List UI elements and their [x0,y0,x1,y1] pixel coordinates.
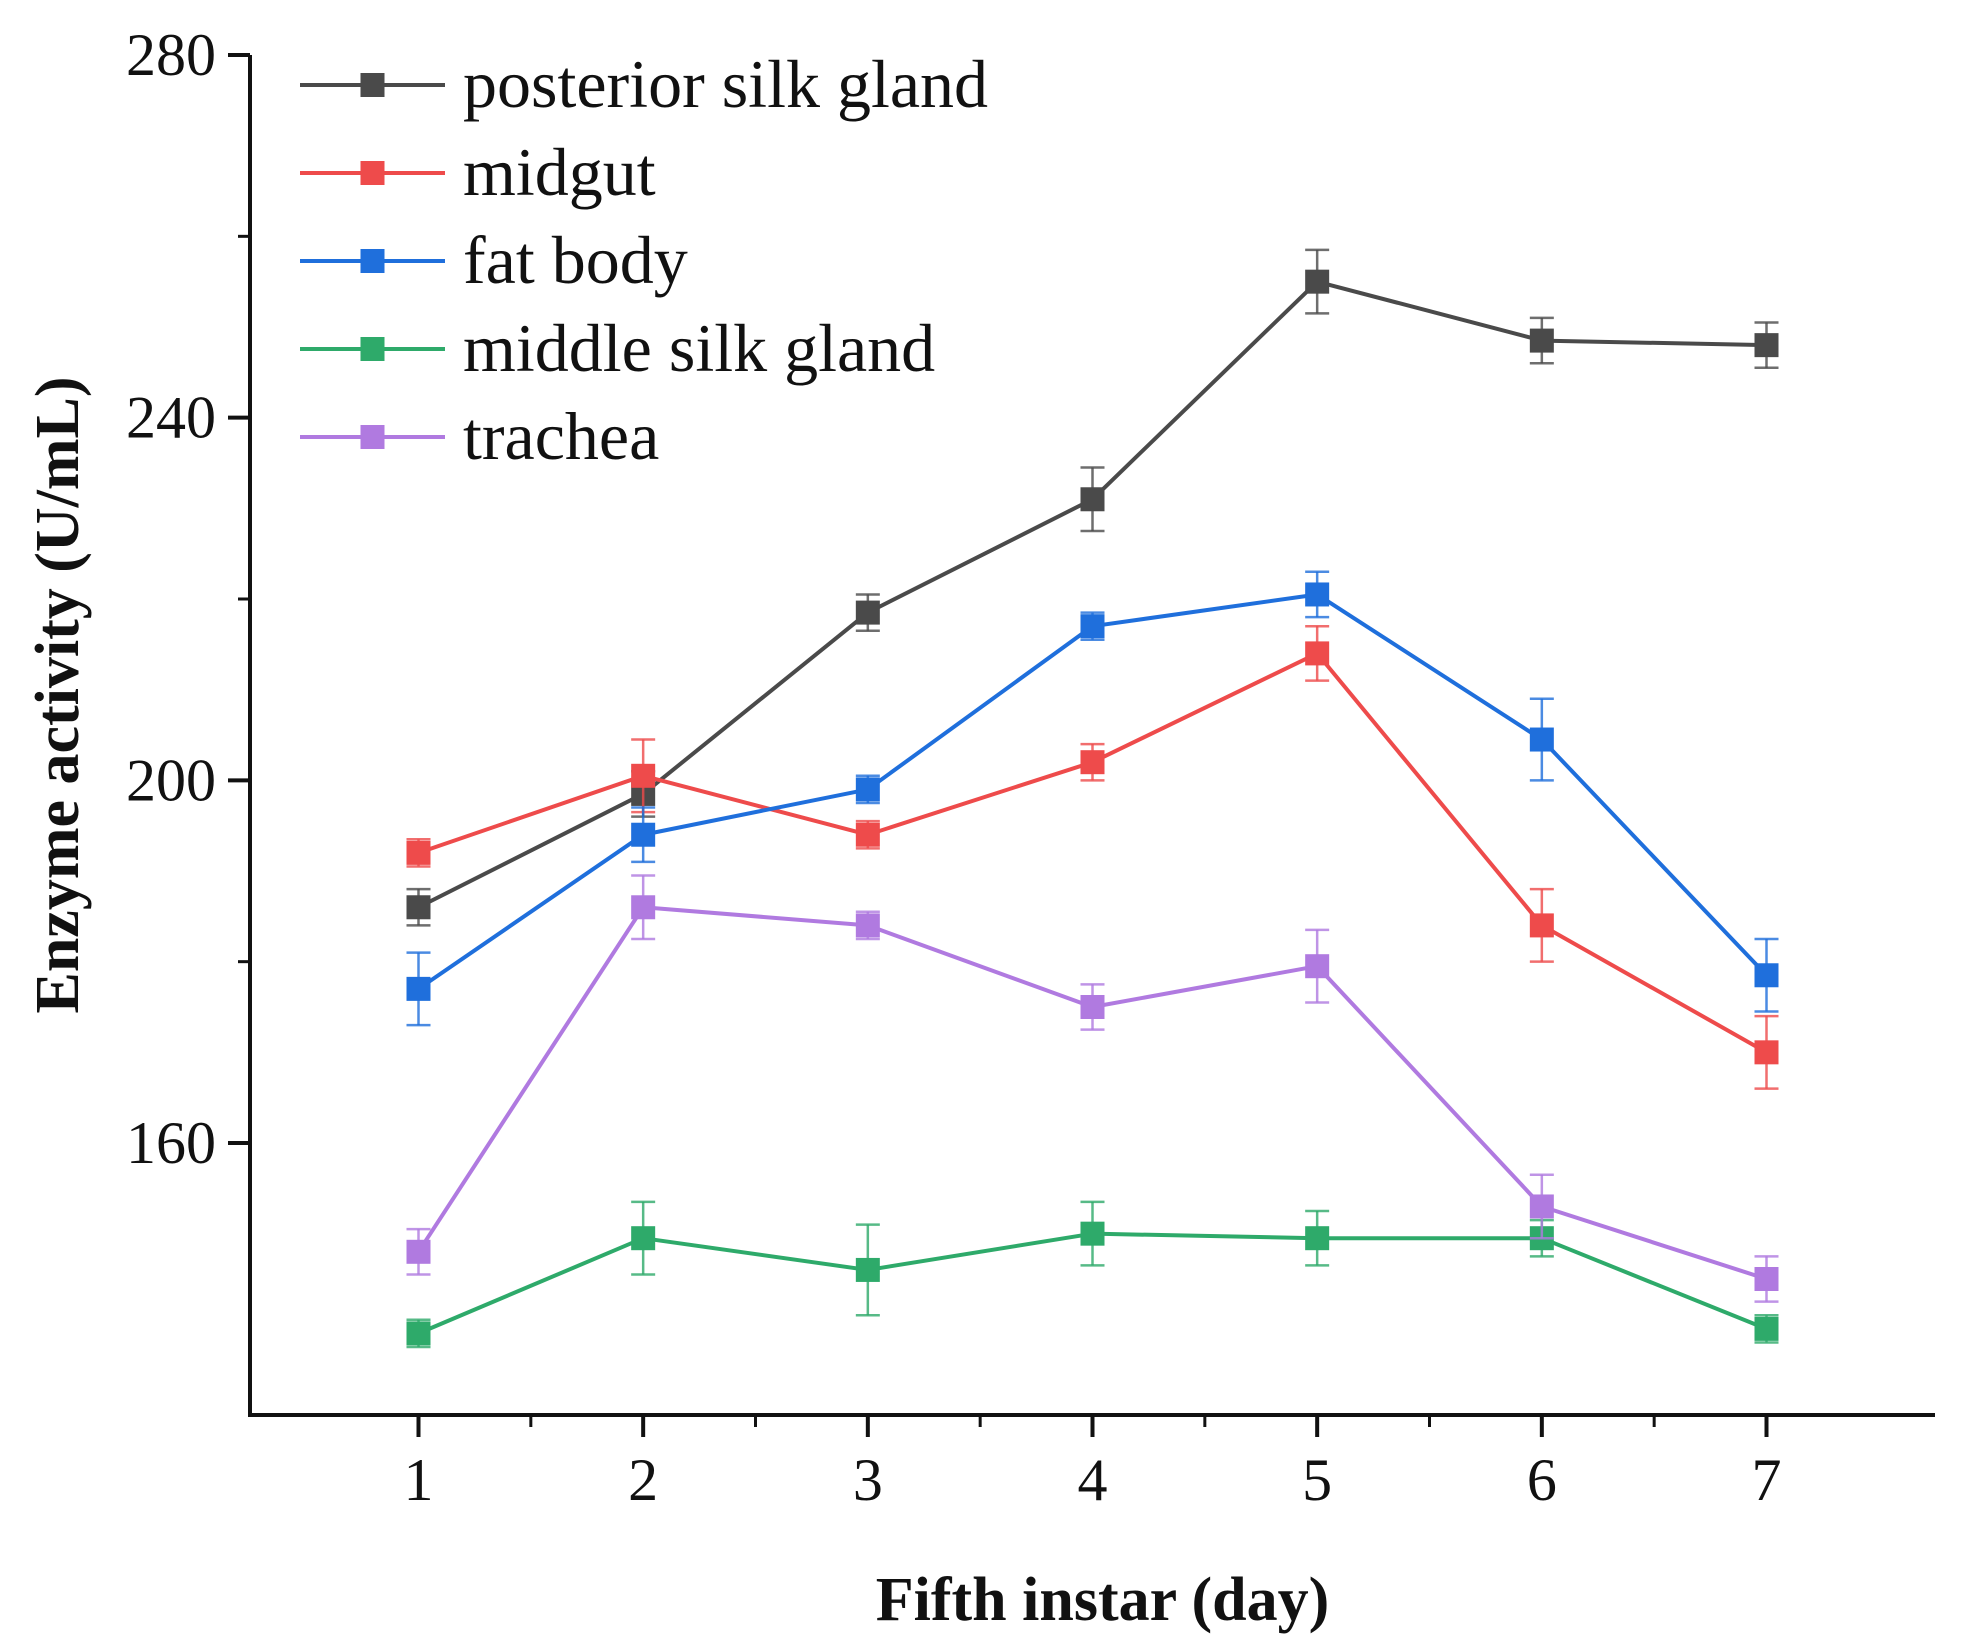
data-point [406,1239,431,1264]
data-point [631,822,656,847]
x-tick-label: 4 [1078,1447,1108,1513]
data-point [855,600,880,625]
data-point [1754,1040,1779,1065]
data-point [1080,487,1105,512]
data-point [1754,1316,1779,1341]
legend-item: midgut [300,134,656,210]
data-point [855,913,880,938]
x-tick-label: 3 [853,1447,883,1513]
data-point [1529,727,1554,752]
x-tick-label: 1 [404,1447,434,1513]
series-trachea [406,874,1779,1303]
x-tick-label: 6 [1527,1447,1557,1513]
series-middle-silk-gland [406,1200,1779,1349]
series-line [417,592,1768,991]
data-point [1305,954,1330,979]
series-fat-body [406,570,1779,1027]
data-point [406,1321,431,1346]
data-point [855,822,880,847]
data-point [406,976,431,1001]
data-point [1529,328,1554,353]
data-point [1080,1221,1105,1246]
legend-label: middle silk gland [463,310,935,386]
legend-item: trachea [300,398,659,474]
ticks: 160 200 240 280 1 2 3 4 5 6 7 [126,22,1782,1513]
data-point [1080,750,1105,775]
x-axis-title: Fifth instar (day) [876,1566,1330,1634]
data-point [1305,1226,1330,1251]
data-point [1754,963,1779,988]
data-point [855,777,880,802]
data-point [1080,614,1105,639]
legend-label: fat body [463,222,688,298]
data-point [855,1257,880,1282]
legend-marker [360,249,385,273]
y-tick-label: 160 [126,1110,216,1176]
y-tick-label: 200 [126,747,216,813]
y-axis-title: Enzyme activity (U/mL) [24,376,92,1013]
data-point [1080,995,1105,1019]
data-point [1529,913,1554,938]
legend-label: midgut [463,134,656,210]
legend-label: posterior silk gland [463,46,988,122]
data-point [1305,582,1330,607]
legend-marker [360,161,385,185]
legend: posterior silk gland midgut fat body middle… [300,46,988,474]
data-point [631,763,656,788]
data-point [631,895,656,920]
data-point [1754,1267,1779,1291]
y-tick-label: 280 [126,22,216,88]
legend-marker [360,337,385,361]
x-tick-label: 2 [628,1447,658,1513]
legend-marker [360,425,385,449]
data-point [1529,1194,1554,1219]
series-midgut [406,624,1779,1090]
legend-label: trachea [463,398,659,474]
legend-marker [360,73,385,97]
data-point [406,840,431,865]
data-point [1754,333,1779,358]
legend-item: middle silk gland [300,310,935,386]
x-tick-label: 7 [1752,1447,1782,1513]
y-tick-label: 240 [126,385,216,451]
series-layer [406,248,1779,1349]
data-point [406,895,431,920]
legend-item: posterior silk gland [300,46,988,122]
x-tick-label: 5 [1302,1447,1332,1513]
data-point [1305,641,1330,666]
data-point [1305,269,1330,294]
legend-item: fat body [300,222,688,298]
data-point [631,1226,656,1251]
